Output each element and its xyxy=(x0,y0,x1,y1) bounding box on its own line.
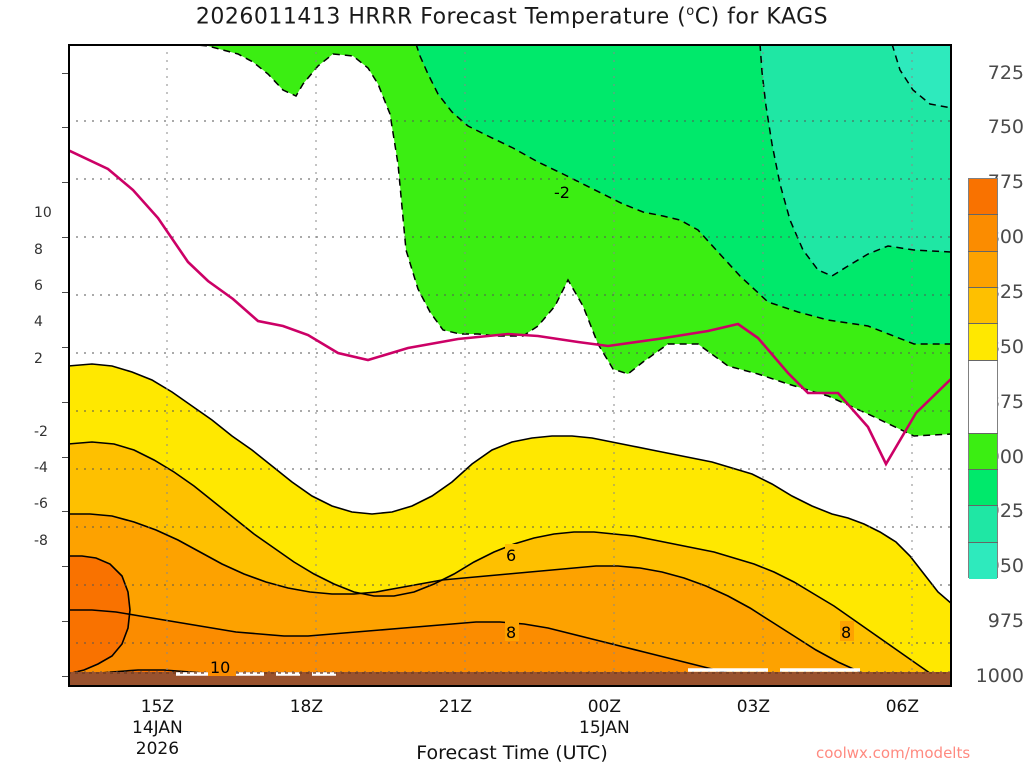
colorbar-tick-mark xyxy=(968,359,998,361)
colorbar-segment xyxy=(969,433,997,470)
colorbar-tick-mark xyxy=(968,323,998,325)
y-axis-tick-label: 1000 xyxy=(975,665,1024,688)
y-axis-tick-mark xyxy=(62,401,68,403)
contour-label-group: -2 10 6 8 8 xyxy=(208,182,854,677)
y-axis-tick-mark xyxy=(62,237,68,239)
colorbar-tick-mark xyxy=(968,287,998,289)
colorbar-tick-mark xyxy=(968,214,998,216)
x-axis-tick-label: 03Z xyxy=(736,697,770,717)
colorbar-segment xyxy=(969,215,997,252)
x-axis-tick-label: 15Z xyxy=(140,697,175,717)
x-axis-tick-label: 06Z xyxy=(885,697,919,717)
degree-symbol: o xyxy=(686,4,695,19)
title-unit: C xyxy=(694,4,711,30)
colorbar-tick-label: -6 xyxy=(34,496,48,513)
colorbar-tick-mark xyxy=(968,250,998,252)
contour-8 xyxy=(68,609,811,687)
colorbar-tick-mark xyxy=(968,468,998,470)
contour-neg4 xyxy=(415,44,952,345)
colorbar-segment xyxy=(969,324,997,361)
colorbar-tick-mark xyxy=(968,505,998,507)
colorbar-tick-label: 4 xyxy=(34,314,43,331)
contour-neg8 xyxy=(891,44,952,109)
y-axis-tick-label: 725 xyxy=(987,61,1024,84)
y-axis-tick-mark xyxy=(62,621,68,623)
plot-area[interactable]: -2 10 6 8 8 xyxy=(68,44,952,687)
x-axis-date-label: 14JAN xyxy=(132,718,183,738)
x-axis-date-label: 15JAN xyxy=(579,718,630,738)
band-neg6 xyxy=(760,44,952,276)
x-axis-year-label: 2026 xyxy=(135,739,180,759)
x-axis-tick-label: 00Z xyxy=(587,697,621,717)
contour-6 xyxy=(68,513,917,687)
colorbar-segment xyxy=(969,179,997,216)
y-axis-tick-mark xyxy=(62,291,68,293)
contour-neg6 xyxy=(759,44,952,277)
contour-2 xyxy=(68,363,952,605)
title-text: 2026011413 HRRR Forecast Temperature ( xyxy=(195,4,687,30)
y-axis-tick-label: 975 xyxy=(987,610,1024,633)
colorbar-segment xyxy=(969,360,997,434)
colorbar-segment xyxy=(969,469,997,507)
colorbar-tick-label: -2 xyxy=(34,423,48,440)
contour-plot: -2 10 6 8 8 xyxy=(68,44,952,687)
y-axis-tick-mark xyxy=(62,511,68,513)
contour-label-6: 6 xyxy=(506,546,516,565)
y-axis-tick-mark xyxy=(62,127,68,129)
colorbar-tick-mark xyxy=(968,432,998,434)
colorbar-tick-label: 10 xyxy=(34,205,52,222)
contour-label-8-right: 8 xyxy=(841,623,851,642)
colorbar-segment xyxy=(969,288,997,325)
colorbar-tick-label: 6 xyxy=(34,278,43,295)
contour-label-10: 10 xyxy=(210,658,230,677)
y-axis-tick-mark xyxy=(62,456,68,458)
y-axis-tick-mark xyxy=(62,346,68,348)
y-axis-tick-label: 750 xyxy=(987,116,1024,139)
y-axis-tick-mark xyxy=(62,566,68,568)
colorbar-tick-label: -4 xyxy=(34,459,48,476)
band-pos8 xyxy=(68,610,952,687)
title-suffix: ) for KAGS xyxy=(710,4,829,30)
contour-10-blob xyxy=(68,555,131,675)
y-axis-tick-mark xyxy=(62,182,68,184)
colorbar-tick-label: 8 xyxy=(34,241,43,258)
contour-neg2 xyxy=(187,44,952,437)
band-neg8 xyxy=(892,44,952,108)
colorbar-segment xyxy=(969,506,997,543)
band-pos10-blob xyxy=(68,556,130,674)
freezing-level-line xyxy=(68,148,952,467)
colorbar-segment xyxy=(969,542,997,579)
colorbar-tick-label: 2 xyxy=(34,350,43,367)
y-axis-tick-mark xyxy=(62,72,68,74)
contour-label-8-left: 8 xyxy=(506,623,516,642)
colorbar-tick-mark xyxy=(968,541,998,543)
y-axis-tick-mark xyxy=(62,676,68,678)
x-axis-tick-label: 18Z xyxy=(289,697,324,717)
watermark-link[interactable]: coolwx.com/modelts xyxy=(816,744,971,762)
contour-label-neg2: -2 xyxy=(554,183,570,202)
page-title: 2026011413 HRRR Forecast Temperature (oC… xyxy=(0,4,1024,29)
colorbar-segment xyxy=(969,251,997,289)
colorbar[interactable] xyxy=(968,178,998,579)
x-axis-title: Forecast Time (UTC) xyxy=(416,742,608,764)
gridlines-vertical xyxy=(166,44,913,687)
x-axis-tick-label: 21Z xyxy=(438,697,472,717)
colorbar-tick-label: -8 xyxy=(34,532,48,549)
